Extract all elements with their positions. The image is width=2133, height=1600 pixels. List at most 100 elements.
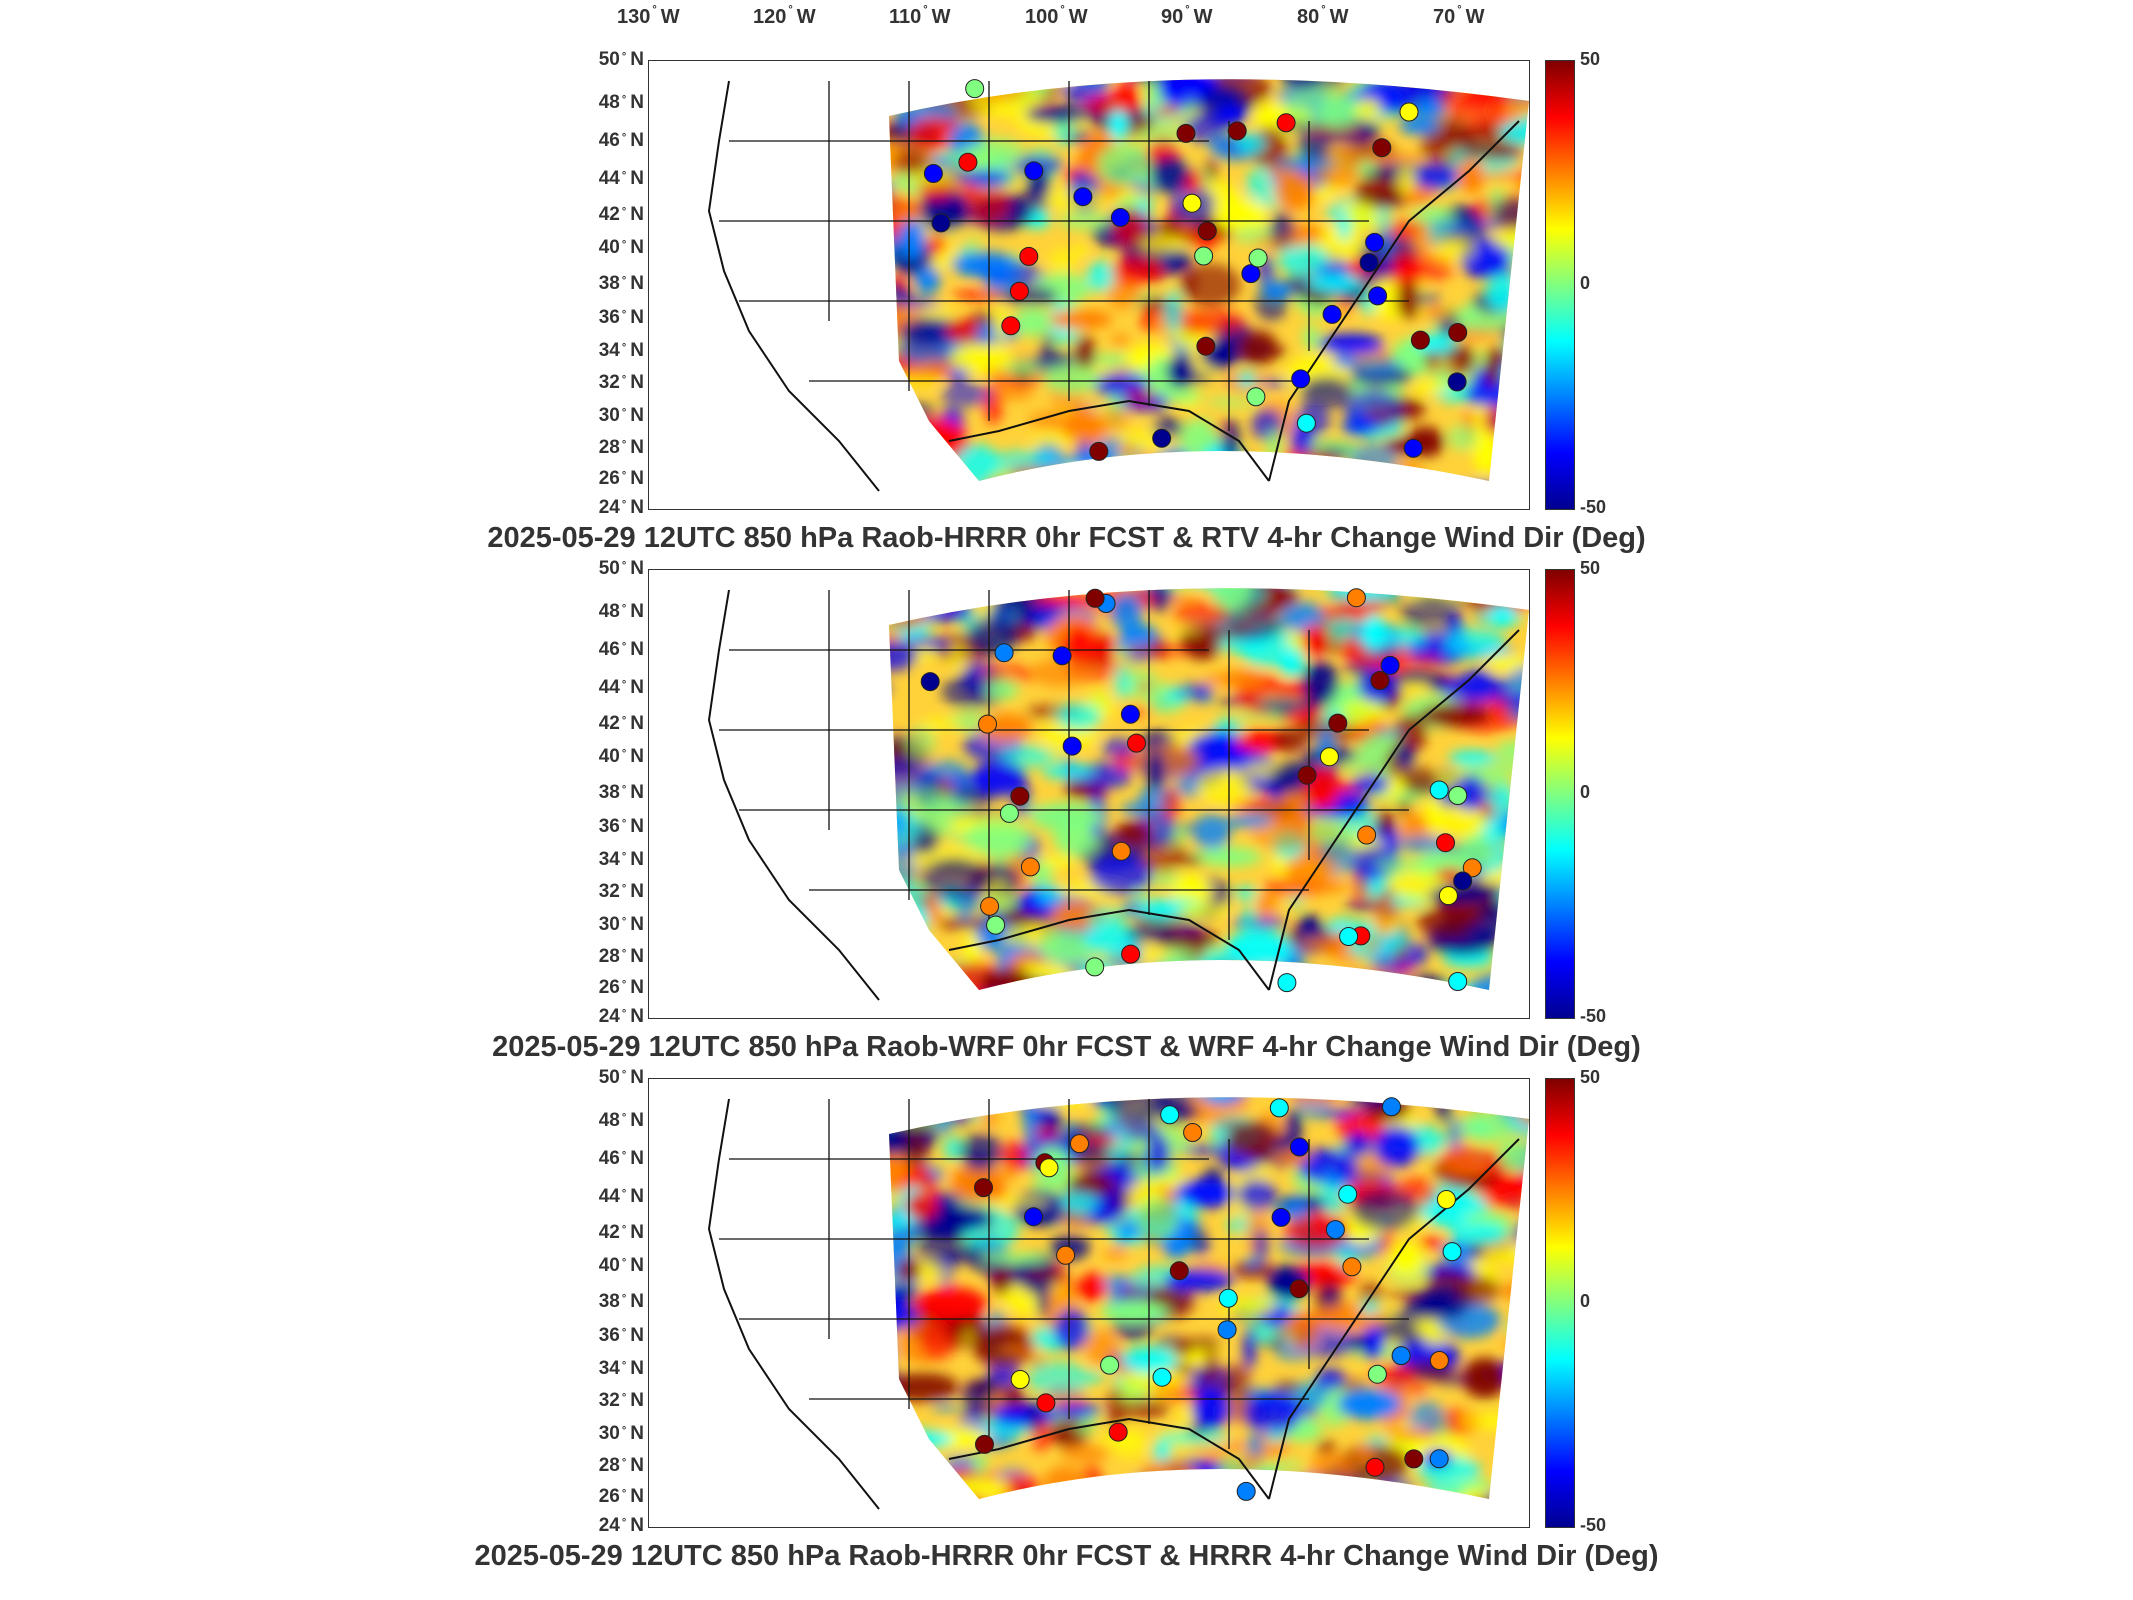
- raob-station-marker: [1404, 1449, 1424, 1469]
- raob-station-marker: [1322, 304, 1342, 324]
- raob-station-marker: [931, 213, 951, 233]
- raob-station-marker: [1169, 1261, 1189, 1281]
- raob-station-marker: [1121, 944, 1141, 964]
- colorbar-tick-label: -50: [1580, 1006, 1607, 1026]
- raob-station-marker: [1269, 1098, 1289, 1118]
- raob-station-marker: [1197, 221, 1217, 241]
- raob-station-marker: [994, 643, 1014, 663]
- raob-station-marker: [1453, 871, 1473, 891]
- raob-station-marker: [1152, 428, 1172, 448]
- latitude-label: 34 ° N: [598, 340, 644, 362]
- latitude-label: 36 ° N: [598, 815, 644, 837]
- raob-station-marker: [1152, 1367, 1172, 1387]
- raob-station-marker: [1365, 1457, 1385, 1477]
- raob-station-marker: [920, 672, 940, 692]
- raob-station-marker: [1176, 123, 1196, 143]
- raob-station-marker: [1438, 886, 1458, 906]
- panel-title: 2025-05-29 12UTC 850 hPa Raob-HRRR 0hr F…: [474, 1540, 1659, 1572]
- latitude-label: 30 ° N: [598, 1423, 644, 1445]
- raob-station-marker: [1399, 102, 1419, 122]
- raob-station-marker: [958, 152, 978, 172]
- latitude-label: 44 ° N: [598, 167, 644, 189]
- raob-station-marker: [1236, 1481, 1256, 1501]
- colorbar-tick-label: 50: [1580, 1067, 1601, 1087]
- raob-stations: [923, 79, 1468, 461]
- raob-station-marker: [1271, 1207, 1291, 1227]
- raob-station-marker: [1289, 1137, 1309, 1157]
- wind-direction-map: [648, 569, 1530, 1019]
- state-boundaries: [707, 80, 1520, 492]
- latitude-label: 46 ° N: [598, 1147, 644, 1169]
- panel-title: 2025-05-29 12UTC 850 hPa Raob-WRF 0hr FC…: [492, 1031, 1641, 1063]
- raob-station-marker: [980, 896, 1000, 916]
- raob-station-marker: [1160, 1105, 1180, 1125]
- latitude-label: 26 ° N: [598, 467, 644, 489]
- latitude-label: 40 ° N: [598, 237, 644, 259]
- colorbar-tick-label: 0: [1580, 273, 1591, 293]
- raob-station-marker: [1001, 316, 1021, 336]
- raob-station-marker: [1108, 1422, 1128, 1442]
- map-canvas: [707, 1097, 1529, 1510]
- latitude-label: 40 ° N: [598, 1255, 644, 1277]
- latitude-label: 30 ° N: [598, 914, 644, 936]
- map-canvas: [707, 588, 1529, 1001]
- latitude-label: 46 ° N: [598, 638, 644, 660]
- raob-station-marker: [1218, 1288, 1238, 1308]
- raob-station-marker: [1241, 264, 1261, 284]
- raob-station-marker: [1010, 1370, 1030, 1389]
- raob-station-marker: [1227, 121, 1247, 141]
- latitude-label: 44 ° N: [598, 676, 644, 698]
- raob-station-marker: [1036, 1393, 1056, 1413]
- latitude-label: 44 ° N: [598, 1185, 644, 1207]
- wind-direction-map: [648, 60, 1530, 510]
- latitude-label: 28 ° N: [598, 1454, 644, 1476]
- raob-station-marker: [1194, 246, 1214, 266]
- raob-station-marker: [1447, 372, 1467, 392]
- raob-station-marker: [1391, 1346, 1411, 1366]
- raob-station-marker: [1372, 138, 1392, 158]
- raob-station-marker: [1325, 1220, 1345, 1240]
- latitude-label: 26 ° N: [598, 976, 644, 998]
- raob-station-marker: [1442, 1242, 1462, 1262]
- longitude-label: 70 ° W: [1433, 4, 1485, 28]
- raob-station-marker: [975, 1434, 994, 1454]
- raob-station-marker: [1110, 208, 1130, 227]
- raob-station-marker: [1039, 1158, 1059, 1178]
- raob-station-marker: [1368, 286, 1388, 306]
- raob-station-marker: [999, 803, 1019, 823]
- raob-station-marker: [1296, 413, 1316, 433]
- raob-station-marker: [1436, 833, 1455, 853]
- raob-stations: [974, 1097, 1462, 1501]
- raob-station-marker: [1024, 1207, 1043, 1227]
- longitude-label: 130 ° W: [617, 4, 680, 28]
- latitude-label: 28 ° N: [598, 436, 644, 458]
- latitude-label: 42 ° N: [598, 1221, 644, 1243]
- raob-station-marker: [1009, 281, 1029, 301]
- raob-station-marker: [1380, 655, 1400, 675]
- raob-station-marker: [978, 714, 997, 734]
- latitude-label: 36 ° N: [598, 1324, 644, 1346]
- raob-station-marker: [1319, 747, 1339, 767]
- raob-station-marker: [1436, 1190, 1456, 1209]
- raob-station-marker: [1328, 713, 1348, 733]
- raob-station-marker: [1357, 825, 1377, 845]
- latitude-label: 32 ° N: [598, 1389, 644, 1411]
- raob-station-marker: [1183, 1123, 1203, 1142]
- raob-station-marker: [1346, 588, 1366, 608]
- latitude-label: 48 ° N: [598, 600, 644, 622]
- raob-station-marker: [1248, 248, 1268, 268]
- raob-station-marker: [1182, 193, 1202, 213]
- latitude-label: 46 ° N: [598, 129, 644, 151]
- raob-station-marker: [1297, 765, 1317, 785]
- raob-station-marker: [1100, 1355, 1120, 1375]
- raob-station-marker: [1339, 927, 1359, 946]
- latitude-label: 42 ° N: [598, 712, 644, 734]
- raob-station-marker: [1291, 369, 1311, 389]
- colorbar-tick-label: 0: [1580, 782, 1591, 802]
- raob-station-marker: [1085, 588, 1105, 608]
- latitude-label: 30 ° N: [598, 405, 644, 427]
- panel-title: 2025-05-29 12UTC 850 hPa Raob-HRRR 0hr F…: [487, 522, 1646, 554]
- colorbar-tick-label: 50: [1580, 558, 1601, 578]
- latitude-label: 32 ° N: [598, 880, 644, 902]
- raob-station-marker: [1365, 232, 1385, 252]
